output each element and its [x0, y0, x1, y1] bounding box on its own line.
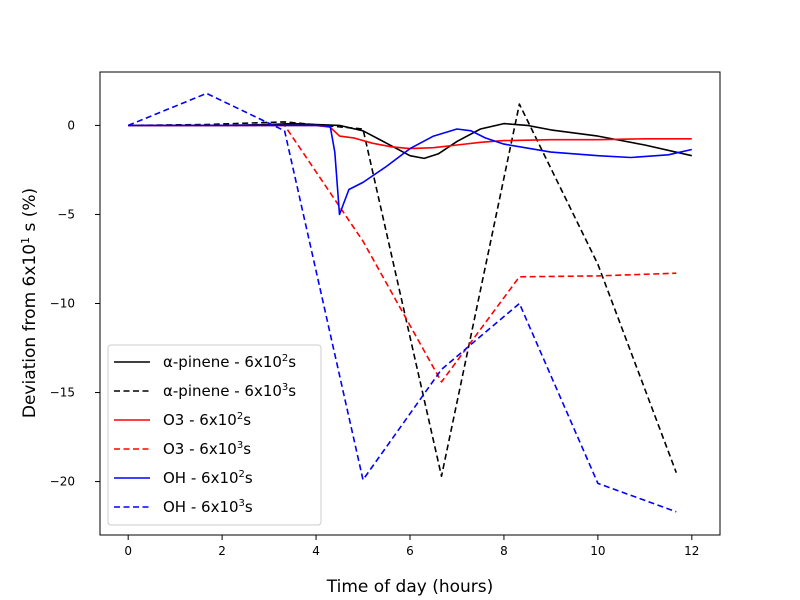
x-tick-label: 6	[406, 544, 414, 558]
legend-label: OH - 6x102s	[163, 469, 253, 487]
x-axis-label: Time of day (hours)	[326, 577, 494, 597]
series-line-2	[128, 124, 692, 150]
y-tick-label: −20	[50, 475, 75, 489]
x-tick-label: 10	[590, 544, 605, 558]
legend-box	[107, 344, 322, 526]
series-line-1	[128, 103, 678, 478]
series-line-4	[128, 124, 692, 216]
legend-label: O3 - 6x102s	[163, 411, 251, 429]
y-tick-label: −5	[57, 207, 75, 221]
y-axis-label: Deviation from 6x101 s (%)	[19, 188, 40, 418]
y-tick-label: −10	[50, 297, 75, 311]
x-tick-label: 0	[124, 544, 132, 558]
legend: α-pinene - 6x102s α-pinene - 6x103s O3 - 6…	[107, 344, 322, 526]
x-tick-label: 12	[684, 544, 699, 558]
y-tick-label: −15	[50, 386, 75, 400]
legend-label: α-pinene - 6x103s	[163, 382, 296, 400]
x-tick-label: 4	[312, 544, 320, 558]
series-line-3	[128, 124, 677, 383]
legend-label: α-pinene - 6x102s	[163, 353, 296, 371]
series-line-5	[127, 92, 677, 513]
x-tick-label: 2	[218, 544, 226, 558]
y-tick-label: 0	[67, 118, 75, 132]
y-axis: 0 −5 −10 −15 −20	[50, 118, 100, 489]
plot-lines	[127, 92, 692, 513]
legend-label: O3 - 6x103s	[163, 440, 251, 458]
series-line-0	[128, 122, 692, 160]
x-tick-label: 8	[500, 544, 508, 558]
legend-label: OH - 6x103s	[163, 498, 253, 516]
x-axis: 0 2 4 6 8 10 12	[124, 535, 699, 558]
